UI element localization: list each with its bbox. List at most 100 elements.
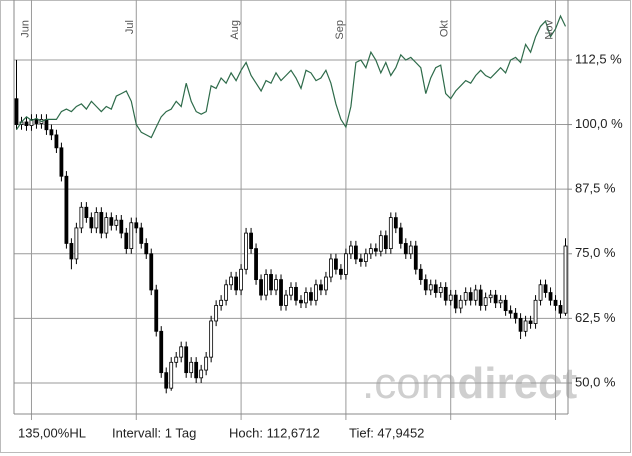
candle-body [493,294,498,304]
candle-body [329,258,333,278]
candle-body [129,222,134,250]
candle-body [164,372,169,389]
candle-body [234,276,238,291]
candle-body [79,206,84,229]
candle-body [353,245,358,260]
candle-body [324,276,328,291]
candle-body [488,294,493,299]
candle-body [463,292,468,301]
candle-body [159,330,164,374]
candle-body [348,245,353,255]
candle-body [229,276,234,286]
candle-body [274,279,278,291]
candle-body [214,305,219,322]
candle-body [74,227,79,260]
candle-body [249,232,253,250]
candle-body [29,118,34,126]
candle-body [453,294,458,309]
candle-body [403,243,408,255]
candle-body [124,232,129,250]
x-tick-label: Okt [439,20,451,37]
candle-body [209,320,214,358]
candle-body [433,284,438,293]
plot [14,14,568,394]
candle-body [314,284,318,301]
candle-body [468,292,473,301]
x-tick-label: Sep [334,20,346,40]
candle-body [553,299,558,306]
candle-body [139,227,144,244]
candle-body [418,268,423,281]
candle-body [448,294,453,301]
y-tick-label: 100,0 % [575,116,623,131]
candle-body [149,253,154,291]
candle-body [119,219,124,234]
candle-body [358,258,363,262]
candle-body [239,268,243,291]
candle-body [513,312,518,319]
candle-body [438,286,443,293]
candle-body [104,217,109,234]
candle-body [523,320,528,332]
candle-body [319,284,323,291]
candle-body [94,212,99,229]
watermark-brand: direct [457,359,577,408]
candle-body [254,248,258,281]
candle-body [44,118,49,131]
candle-body [508,310,513,314]
candle-body [378,235,383,252]
candle-body [189,361,194,374]
candle-body [109,217,114,226]
candle-body [134,222,139,229]
footer-interval: Intervall: 1 Tag [112,425,196,440]
footer-high: Hoch: 112,6712 [229,425,320,440]
candle-body [244,232,248,270]
candle-body [543,284,548,293]
y-tick-label: 62,5 % [575,310,616,325]
candle-body [49,129,54,136]
candle-body [69,243,74,260]
candle-body [518,317,523,332]
watermark-prefix: .com [362,359,457,408]
candle-body [383,235,388,250]
candle-body [428,284,433,291]
candle-body [503,299,508,312]
candle-body [413,245,418,270]
candle-body [294,286,298,301]
candle-body [458,299,463,309]
footer-scale: 135,00%HL [18,425,86,440]
candle-body [344,253,348,275]
y-tick-label: 75,0 % [575,245,616,260]
candle-body [204,356,209,371]
y-tick-label: 112,5 % [575,51,622,66]
candle-body [99,212,104,234]
y-tick-label: 87,5 % [575,181,616,196]
candle-body [259,279,263,296]
candle-body [388,217,393,250]
candle-body [483,297,488,306]
candle-body [64,175,69,244]
candle-body [408,245,413,255]
candle-body [528,320,533,324]
candle-body [199,369,204,379]
candle-body [363,253,368,262]
candle-body [563,245,568,314]
candle-body [24,121,29,126]
x-tick-label: Nov [543,20,555,40]
candle-body [443,286,448,301]
candle-body [304,292,308,304]
watermark: .comdirect [362,359,578,408]
candle-body [264,274,268,296]
candle-body [423,279,428,291]
candle-body [169,361,174,389]
x-tick-label: Aug [229,20,241,40]
candle-body [538,284,543,301]
candle-body [89,217,94,229]
candle-body [224,284,229,301]
candle-body [179,346,184,358]
candle-body [289,286,293,296]
candle-body [478,289,483,306]
candle-body [14,98,19,125]
